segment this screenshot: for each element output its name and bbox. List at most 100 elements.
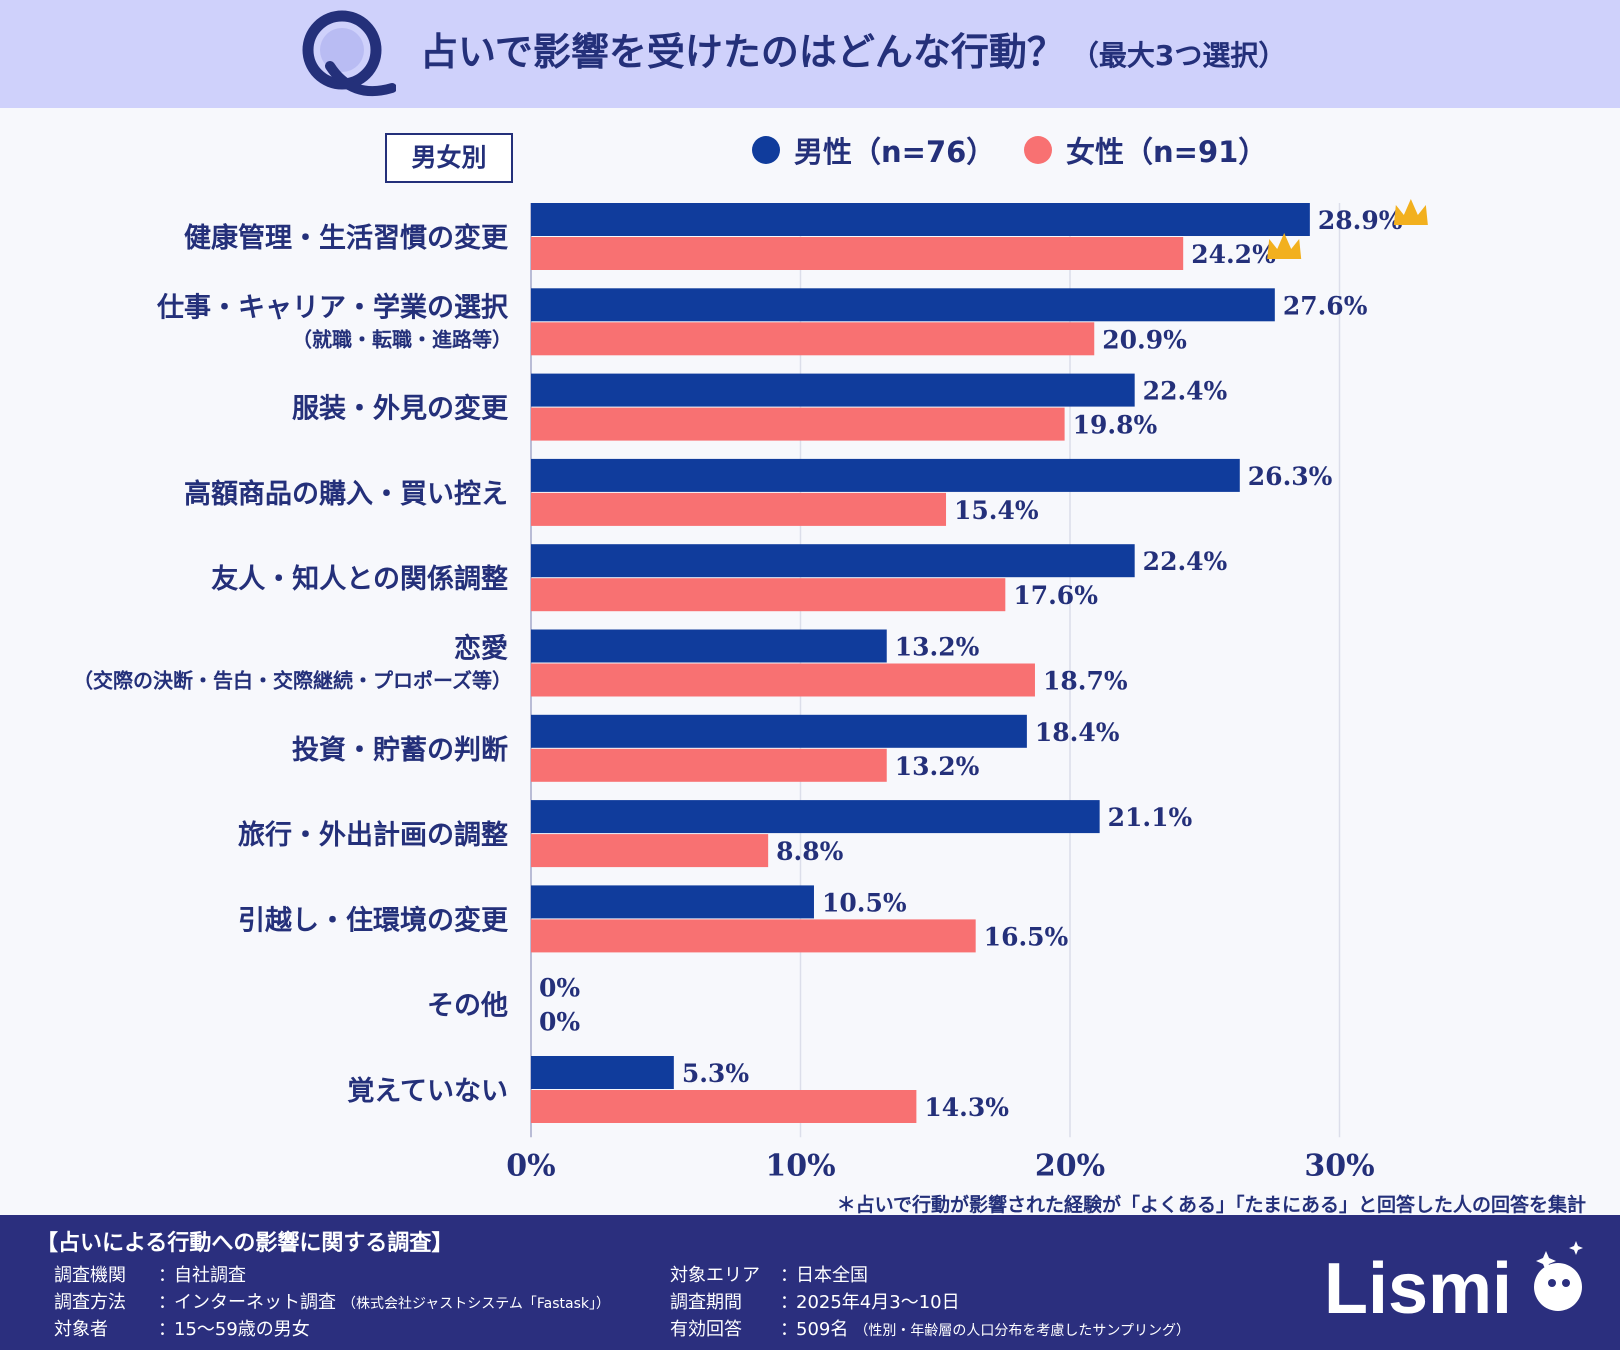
value-label-male: 22.4% bbox=[1143, 547, 1228, 576]
header-bar: Q 占いで影響を受けたのはどんな行動？（最大3つ選択） bbox=[0, 0, 1620, 108]
footer-row-left-1: 調査方法 ：インターネット調査 （株式会社ジャストシステム「Fastask」） bbox=[54, 1288, 610, 1314]
group-label: 男女別 bbox=[385, 133, 513, 183]
x-tick-label: 10% bbox=[765, 1148, 835, 1183]
footer-key: 有効回答 bbox=[670, 1319, 742, 1340]
footer-key: 調査期間 bbox=[670, 1292, 742, 1313]
value-label-male: 21.1% bbox=[1108, 803, 1193, 832]
legend-male-label: 男性（n=76） bbox=[794, 135, 996, 169]
footer-value: 自社調査 bbox=[174, 1265, 246, 1286]
value-label-female: 16.5% bbox=[984, 922, 1069, 951]
category-sublabel: （交際の決断・告白・交際継続・プロポーズ等） bbox=[73, 669, 512, 693]
footer-row-right-0: 対象エリア ：日本全国 bbox=[670, 1261, 874, 1287]
value-label-female: 15.4% bbox=[954, 496, 1039, 525]
category-label: 高額商品の購入・買い控え bbox=[184, 478, 508, 510]
value-label-female: 24.2% bbox=[1191, 240, 1276, 269]
x-tick-label: 0% bbox=[506, 1148, 555, 1183]
brand-mascot-icon bbox=[1534, 1263, 1582, 1311]
value-label-female: 18.7% bbox=[1043, 667, 1128, 696]
value-label-female: 8.8% bbox=[776, 837, 843, 866]
q-mark-icon: Q bbox=[302, 10, 396, 97]
bar-male bbox=[531, 629, 887, 663]
value-label-female: 19.8% bbox=[1073, 411, 1158, 440]
bar-male bbox=[531, 458, 1240, 492]
bar-female bbox=[531, 919, 976, 953]
legend-female-swatch bbox=[1024, 136, 1052, 164]
legend-female-label: 女性（n=91） bbox=[1066, 135, 1268, 169]
x-tick-label: 30% bbox=[1304, 1148, 1374, 1183]
brand-logo: Lismi bbox=[1324, 1241, 1583, 1329]
bar-chart: 0% 10% 20% 30% 健康管理・生活習慣の変更 28.9% 24.2% 仕事・キャリア… bbox=[73, 199, 1428, 1183]
x-tick-label: 20% bbox=[1035, 1148, 1105, 1183]
footer-row-right-1: 調査期間 ：2025年4月3～10日 bbox=[670, 1288, 966, 1314]
bar-female bbox=[531, 578, 1006, 612]
page-title: 占いで影響を受けたのはどんな行動？ （最大3つ選択） bbox=[420, 22, 1286, 82]
bar-male bbox=[531, 544, 1135, 578]
category-label: 投資・貯蓄の判断 bbox=[292, 735, 508, 766]
footer-key: 調査機関 bbox=[54, 1265, 126, 1286]
footer-value: 日本全国 bbox=[796, 1265, 868, 1286]
bar-male bbox=[531, 1056, 674, 1089]
footer-value: 509名 bbox=[796, 1319, 849, 1340]
value-label-male: 10.5% bbox=[822, 888, 907, 917]
category-label: その他 bbox=[427, 991, 508, 1022]
footer-panel: 【占いによる行動への影響に関する調査】 調査機関 ：自社調査 調査方法 ：インターネ… bbox=[0, 1215, 1620, 1350]
bar-male bbox=[531, 885, 814, 919]
bar-male bbox=[531, 203, 1310, 236]
category-label: 服装・外見の変更 bbox=[292, 393, 509, 425]
bar-male bbox=[531, 714, 1027, 748]
legend-female: 女性（n=91） bbox=[1024, 130, 1267, 170]
category-label: 友人・知人との関係調整 bbox=[211, 563, 508, 595]
footer-row-left-2: 対象者 ：15～59歳の男女 bbox=[54, 1315, 316, 1341]
value-label-male: 0% bbox=[539, 974, 580, 1003]
value-label-female: 20.9% bbox=[1102, 325, 1187, 354]
footer-row-left-0: 調査機関 ：自社調査 bbox=[54, 1261, 252, 1287]
value-label-male: 22.4% bbox=[1143, 377, 1228, 406]
bar-female bbox=[531, 492, 947, 526]
footer-row-right-2: 有効回答 ：509名 （性別・年齢層の人口分布を考慮したサンプリング） bbox=[670, 1315, 1190, 1341]
footer-value: 2025年4月3～10日 bbox=[796, 1292, 960, 1313]
footer-key: 対象者 bbox=[54, 1319, 108, 1340]
bar-female bbox=[531, 834, 769, 868]
crown-icon bbox=[1393, 199, 1428, 225]
value-label-female: 0% bbox=[539, 1008, 580, 1037]
title-subtext: （最大3つ選択） bbox=[1070, 39, 1287, 72]
value-label-male: 27.6% bbox=[1283, 291, 1368, 320]
value-label-male: 18.4% bbox=[1035, 718, 1120, 747]
category-label: 恋愛 bbox=[454, 633, 508, 665]
category-label: 覚えていない bbox=[347, 1076, 508, 1107]
bar-male bbox=[531, 800, 1100, 834]
brand-logo-text: Lismi bbox=[1324, 1249, 1512, 1329]
crown-icon bbox=[1267, 233, 1302, 259]
bar-female bbox=[531, 663, 1035, 697]
value-label-male: 28.9% bbox=[1318, 206, 1403, 235]
bar-female bbox=[531, 237, 1184, 270]
footer-key: 対象エリア bbox=[670, 1265, 760, 1286]
category-label: 健康管理・生活習慣の変更 bbox=[184, 222, 509, 254]
bar-female bbox=[531, 322, 1095, 356]
title-text: 占いで影響を受けたのはどんな行動？ bbox=[420, 30, 1065, 74]
bar-female bbox=[531, 1090, 917, 1123]
value-label-female: 17.6% bbox=[1013, 581, 1098, 610]
category-label: 仕事・キャリア・学業の選択 bbox=[156, 291, 509, 323]
value-label-male: 5.3% bbox=[682, 1059, 749, 1088]
value-label-male: 26.3% bbox=[1248, 462, 1333, 491]
category-label: 引越し・住環境の変更 bbox=[238, 904, 509, 936]
category-label: 旅行・外出計画の調整 bbox=[238, 819, 508, 851]
bar-female bbox=[531, 407, 1065, 441]
footer-small: （株式会社ジャストシステム「Fastask」） bbox=[342, 1296, 610, 1312]
legend-male: 男性（n=76） bbox=[752, 130, 995, 170]
sparkle-icon bbox=[1569, 1241, 1583, 1255]
value-label-female: 14.3% bbox=[924, 1093, 1009, 1122]
legend-male-swatch bbox=[752, 136, 780, 164]
bar-male bbox=[531, 288, 1275, 322]
value-label-male: 13.2% bbox=[895, 633, 980, 662]
footer-key: 調査方法 bbox=[54, 1292, 126, 1313]
footnote: ＊占いで行動が影響された経験が「よくある」「たまにある」と回答した人の回答を集計 bbox=[836, 1194, 1586, 1216]
bar-male bbox=[531, 373, 1135, 407]
survey-title: 【占いによる行動への影響に関する調査】 bbox=[36, 1231, 454, 1256]
footer-value: インターネット調査 bbox=[174, 1292, 336, 1313]
category-sublabel: （就職・転職・進路等） bbox=[292, 327, 512, 351]
footer-small: （性別・年齢層の人口分布を考慮したサンプリング） bbox=[854, 1323, 1190, 1339]
sparkle-icon bbox=[1536, 1251, 1556, 1271]
value-label-female: 13.2% bbox=[895, 752, 980, 781]
